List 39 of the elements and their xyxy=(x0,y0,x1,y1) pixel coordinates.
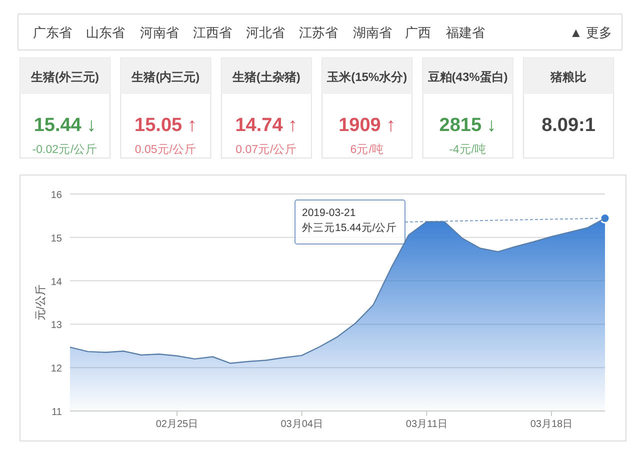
text: 0.05元/公斤 xyxy=(134,143,196,156)
text: ▲ 更多 xyxy=(570,25,612,40)
text: 河北省 xyxy=(246,25,285,40)
text: 河南省 xyxy=(140,25,179,40)
text: 广西 xyxy=(405,25,431,40)
x-tick-label: 03月11日 xyxy=(406,419,448,430)
text: 14.74 ↑ xyxy=(235,115,298,136)
text: 8.09:1 xyxy=(542,115,596,136)
text: 2815 ↓ xyxy=(439,115,496,136)
text: 玉米(15%水分) xyxy=(326,70,408,84)
text: 湖南省 xyxy=(353,25,392,40)
y-tick-label: 14 xyxy=(50,276,62,288)
text: 0.07元/公斤 xyxy=(236,143,298,156)
text: 福建省 xyxy=(446,25,485,40)
y-tick-label: 15 xyxy=(50,233,62,244)
text: -4元/吨 xyxy=(449,143,487,156)
text: 生猪(土杂猪) xyxy=(231,70,300,84)
y-axis-title: 元/公斤 xyxy=(34,284,47,321)
x-tick-label: 02月25日 xyxy=(156,419,198,430)
y-tick-label: 12 xyxy=(50,364,62,375)
text: 江西省 xyxy=(193,25,232,40)
text: 广东省 xyxy=(33,25,72,40)
x-tick-label: 03月18日 xyxy=(530,419,573,430)
y-tick-label: 11 xyxy=(52,407,62,418)
text: 15.05 ↑ xyxy=(134,115,197,136)
y-tick-label: 16 xyxy=(50,190,62,201)
text: 1909 ↑ xyxy=(338,115,396,136)
text: 猪粮比 xyxy=(550,70,586,84)
x-tick-label: 03月04日 xyxy=(280,419,323,430)
y-tick-label: 13 xyxy=(50,320,62,332)
text: 生猪(外三元) xyxy=(30,70,99,84)
text: 15.44 ↓ xyxy=(34,115,96,136)
annotation: 2019-03-21 外三元15.44元/公斤 xyxy=(302,207,398,234)
text: 江苏省 xyxy=(299,25,338,40)
text: 6元/吨 xyxy=(350,143,384,156)
text: -0.02元/公斤 xyxy=(32,143,98,156)
text: 生猪(内三元) xyxy=(130,70,200,84)
text: 山东省 xyxy=(86,25,125,40)
text: 豆粕(43%蛋白) xyxy=(426,70,508,84)
